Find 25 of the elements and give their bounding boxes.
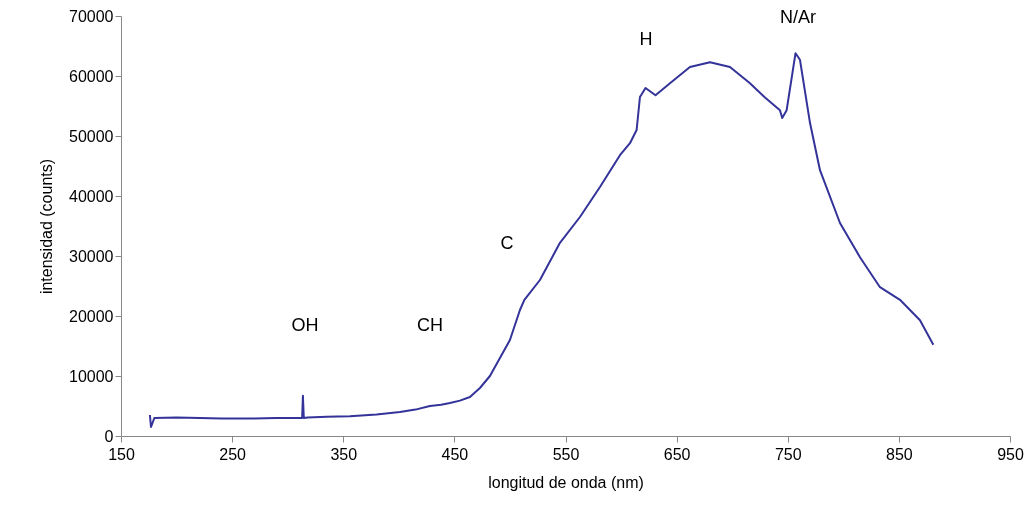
annotation: OH — [291, 315, 319, 335]
y-axis-title: intensidad (counts) — [38, 158, 56, 295]
x-axis-title: longitud de onda (nm) — [488, 473, 644, 491]
y-tick-label: 60000 — [69, 67, 114, 85]
line-series — [148, 52, 935, 428]
y-tick-label: 20000 — [69, 307, 114, 325]
x-tick-label: 950 — [997, 445, 1024, 463]
y-tick-label: 40000 — [69, 187, 114, 205]
y-tick-label: 70000 — [69, 7, 114, 25]
x-tick-label: 250 — [219, 445, 247, 463]
x-tick-label: 850 — [886, 445, 913, 463]
x-tick-label: 750 — [774, 445, 802, 463]
annotation: N/Ar — [780, 7, 817, 27]
y-tick-label: 30000 — [69, 247, 114, 265]
y-tick-label: 0 — [104, 427, 114, 445]
annotation: H — [639, 29, 653, 49]
x-tick-label: 650 — [663, 445, 691, 463]
x-tick-label: 550 — [552, 445, 580, 463]
y-tick-label: 10000 — [69, 367, 114, 385]
x-tick-label: 150 — [108, 445, 135, 463]
x-tick-label: 350 — [330, 445, 358, 463]
x-tick-label: 450 — [441, 445, 469, 463]
annotation: C — [500, 233, 514, 253]
y-tick-label: 50000 — [69, 127, 114, 145]
annotation: CH — [417, 315, 443, 335]
